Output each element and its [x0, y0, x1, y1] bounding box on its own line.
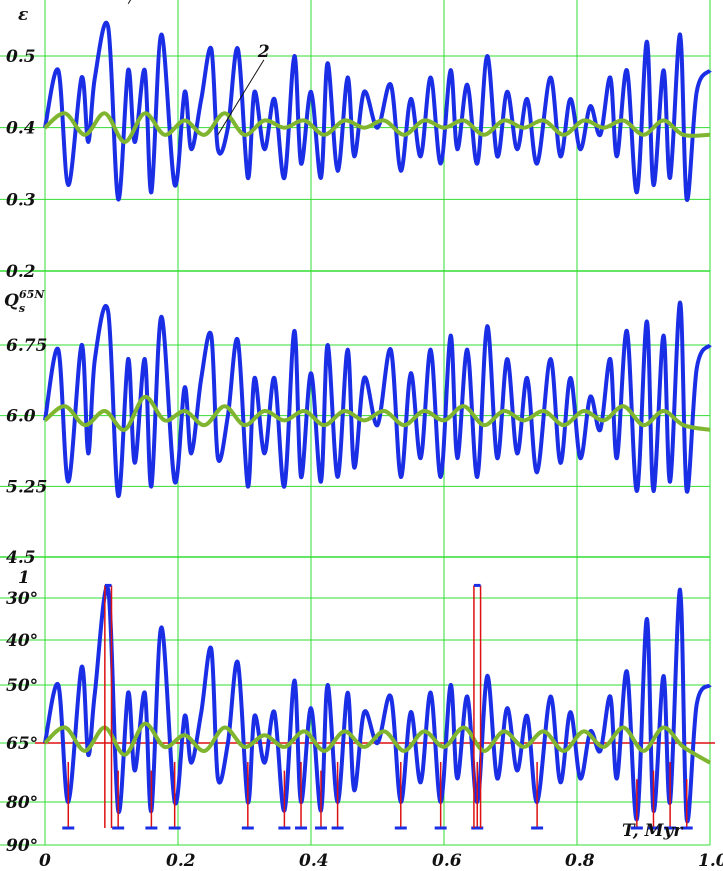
top-series-1-line — [43, 20, 712, 202]
bottom-series-2-line — [43, 721, 712, 765]
middle-ytick-label: 5.25 — [6, 477, 47, 497]
top-ytick-label: 0.3 — [6, 190, 36, 210]
annotation-label-2: 2 — [257, 42, 270, 62]
middle-ytick-label: 6.0 — [6, 407, 36, 427]
xtick-label: 0.8 — [565, 851, 595, 871]
series-layer — [35, 20, 715, 830]
middle-ytick-label: 6.75 — [6, 336, 47, 356]
annotation-label-bottom-1: 1 — [18, 568, 30, 588]
xtick-label: 0 — [39, 851, 51, 871]
top-ytick-label: 0.4 — [6, 119, 36, 139]
xtick-label: 0.6 — [432, 851, 462, 871]
bottom-series-1-line — [43, 584, 712, 824]
annotation-leader-2 — [217, 59, 265, 136]
bottom-ytick-label: 80° — [5, 793, 38, 813]
annotation-leader-1 — [127, 0, 132, 5]
middle-ytick-label: 4.5 — [6, 548, 36, 568]
xtick-label: 0.4 — [299, 851, 329, 871]
bottom-ytick-label: 40° — [6, 631, 38, 651]
bottom-ytick-label: 90° — [6, 836, 38, 856]
top-ytick-label: 0.5 — [6, 47, 36, 67]
middle-ylabel: Qs65N — [4, 288, 45, 315]
bottom-ytick-label: 30° — [6, 589, 38, 609]
top-ylabel: ε — [18, 5, 28, 25]
top-series-2-line — [43, 111, 711, 144]
top-ytick-label: 0.2 — [6, 262, 36, 282]
bottom-ytick-label: 65° — [6, 734, 38, 754]
xtick-label: 0.2 — [166, 851, 196, 871]
x-axis-label: T, Myr — [622, 821, 683, 841]
middle-series-1-line — [43, 300, 712, 498]
label-layer: 0.5 0.4 0.3 0.2 1 2 ε 6.75 6.0 5.25 4.5 Qs65N 30° 40°… — [4, 0, 723, 871]
middle-series-2-line — [43, 394, 711, 432]
bottom-ytick-label: 50° — [6, 676, 38, 696]
xtick-label: 1.0 — [698, 851, 723, 871]
